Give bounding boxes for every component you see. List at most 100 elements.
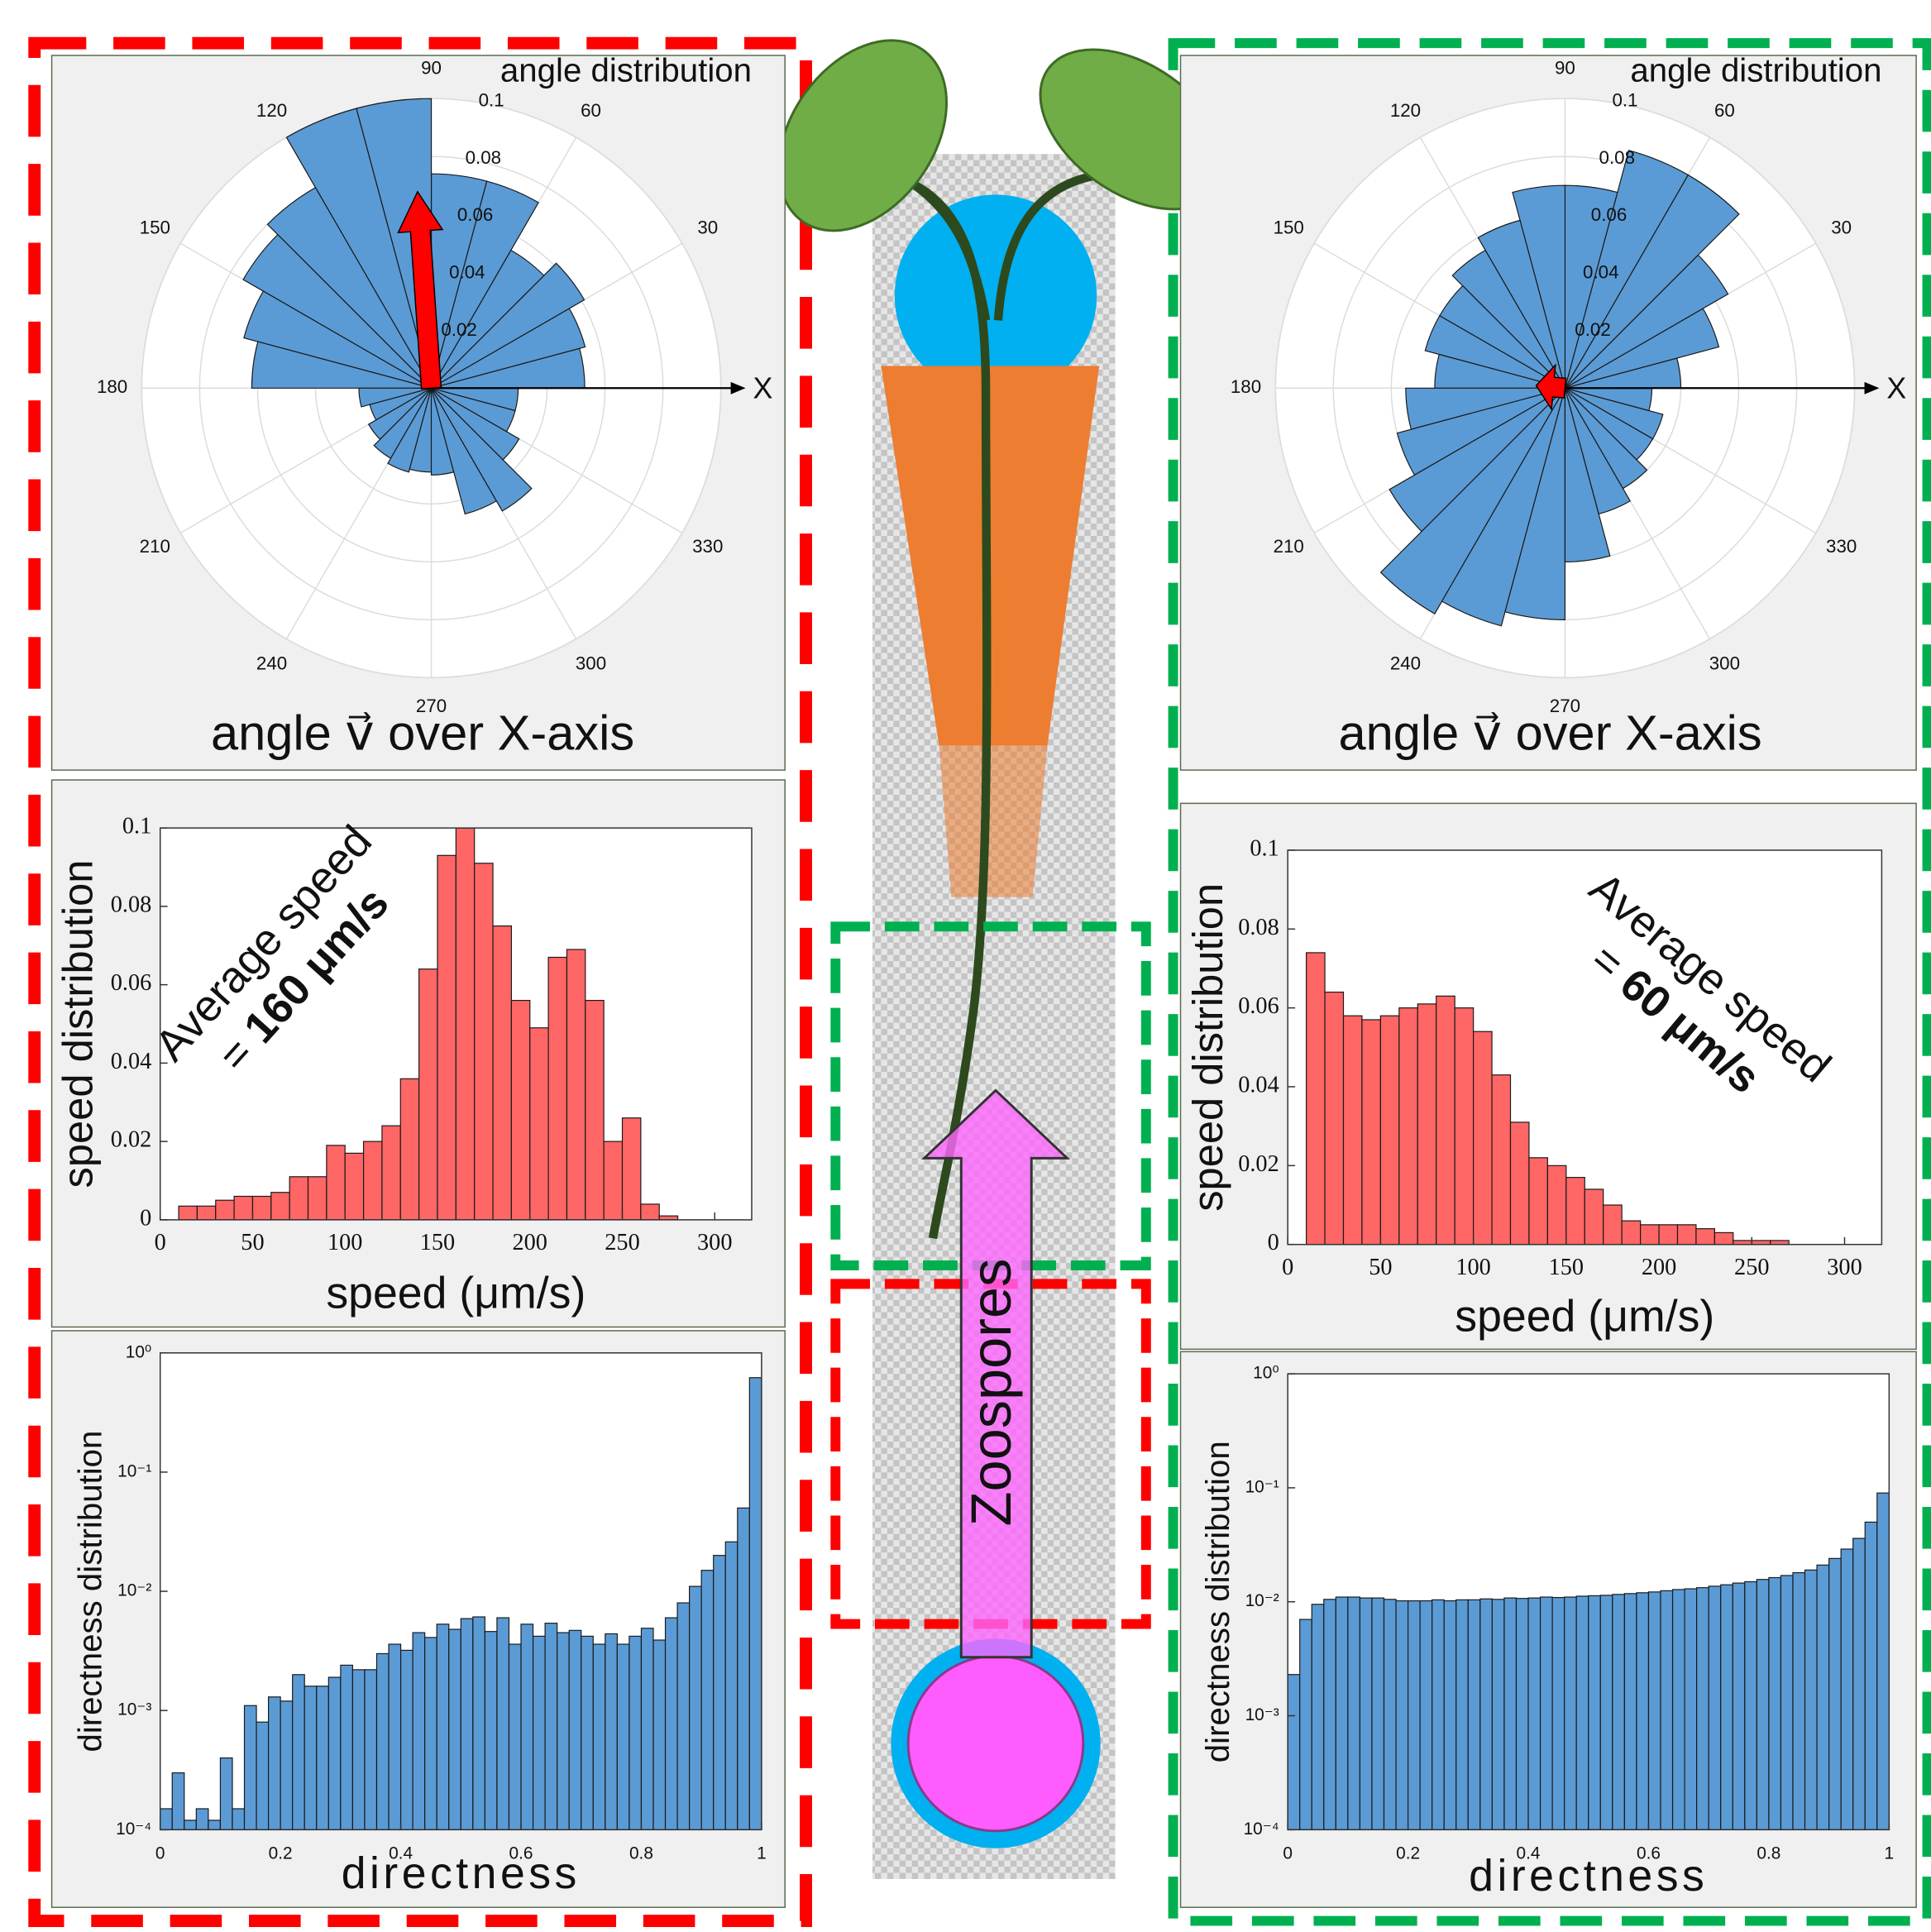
theta-tick-label: 60 [1714, 100, 1735, 121]
x-tick-label: 300 [697, 1230, 732, 1255]
bar [425, 1638, 437, 1829]
bar [1641, 1225, 1659, 1245]
y-axis-title: directness distribution [71, 1431, 108, 1753]
bar [1604, 1205, 1622, 1245]
theta-tick-label: 240 [256, 653, 287, 673]
bar [304, 1686, 317, 1830]
bar [677, 1603, 690, 1829]
bar [1362, 1020, 1380, 1245]
bar [1678, 1225, 1696, 1245]
bar [1622, 1221, 1640, 1245]
theta-tick-label: 180 [97, 376, 127, 397]
chart-title: angle distribution [1630, 52, 1881, 89]
bar [232, 1809, 245, 1829]
bar [1504, 1598, 1517, 1829]
x-tick-label: 0.2 [269, 1844, 293, 1863]
r-tick-label: 0.06 [1591, 204, 1627, 225]
bar [1408, 1601, 1421, 1830]
bar [345, 1153, 363, 1220]
bar [1348, 1597, 1360, 1829]
r-tick-label: 0.04 [1583, 262, 1618, 283]
bar [1817, 1565, 1829, 1829]
bar [1565, 1597, 1577, 1829]
bar [545, 1624, 557, 1830]
theta-tick-label: 120 [256, 100, 287, 121]
y-tick-label: 10⁰ [126, 1342, 152, 1361]
bar [1547, 1165, 1565, 1244]
bar [364, 1141, 382, 1220]
theta-tick-label: 60 [581, 100, 601, 121]
axis-label: X [753, 372, 772, 405]
bar [1648, 1592, 1661, 1830]
bar [1307, 953, 1325, 1245]
bar [475, 863, 493, 1220]
bar [1511, 1122, 1529, 1245]
x-tick-label: 0 [1283, 1844, 1293, 1863]
bar [1661, 1590, 1673, 1829]
bar [521, 1624, 533, 1830]
r-tick-label: 0.08 [466, 147, 501, 168]
bar [690, 1586, 702, 1829]
bar [1673, 1590, 1685, 1829]
plant-diagram: Zoospores [744, 9, 1256, 1879]
bar [749, 1378, 762, 1830]
bar [725, 1542, 738, 1829]
y-tick-label: 10⁰ [1253, 1364, 1279, 1383]
bar [1492, 1075, 1510, 1245]
bar [389, 1644, 401, 1829]
y-tick-label: 10⁻⁴ [116, 1820, 151, 1839]
diagram-label: Zoospores [959, 1259, 1023, 1527]
y-tick-label: 0.02 [111, 1127, 152, 1153]
y-tick-label: 10⁻¹ [1245, 1477, 1279, 1496]
bar [581, 1636, 594, 1829]
theta-tick-label: 90 [421, 57, 442, 78]
bar [497, 1618, 509, 1829]
y-axis-title: speed distribution [55, 860, 102, 1188]
bar [1468, 1600, 1480, 1829]
bar [1576, 1596, 1589, 1829]
bar [1372, 1598, 1384, 1829]
y-tick-label: 0.02 [1238, 1151, 1279, 1177]
r-tick-label: 0.1 [1612, 89, 1637, 110]
bar [1877, 1493, 1890, 1829]
theta-tick-label: 240 [1390, 653, 1421, 673]
bar [1589, 1595, 1601, 1829]
x-axis-title: speed (μm/s) [326, 1268, 586, 1317]
bar [1384, 1600, 1397, 1830]
bar [1780, 1576, 1793, 1829]
bar [566, 949, 585, 1220]
theta-tick-label: 210 [1274, 536, 1304, 557]
r-tick-label: 0.02 [441, 319, 476, 340]
bar [196, 1809, 208, 1829]
bar [1721, 1585, 1733, 1829]
y-tick-label: 0.04 [1238, 1073, 1279, 1098]
bar [1529, 1158, 1547, 1245]
bar [1456, 1600, 1469, 1829]
bar [271, 1193, 289, 1220]
y-tick-label: 0.08 [111, 892, 152, 917]
root-tip-zone [939, 745, 1047, 897]
bar [641, 1204, 659, 1220]
bar [352, 1670, 365, 1829]
bar [701, 1571, 714, 1830]
chart-title: angle distribution [500, 52, 752, 89]
bar [1516, 1599, 1528, 1830]
x-tick-label: 0 [1282, 1255, 1293, 1280]
bar [382, 1126, 400, 1220]
y-tick-label: 10⁻² [117, 1581, 151, 1600]
bar [1343, 1016, 1361, 1245]
bar [327, 1145, 345, 1220]
bar [1659, 1225, 1677, 1245]
x-tick-label: 250 [1734, 1255, 1769, 1280]
zoospore-source [908, 1656, 1083, 1831]
bar [1853, 1538, 1866, 1829]
bar [1805, 1570, 1818, 1829]
bar [641, 1628, 653, 1830]
bar [473, 1617, 485, 1829]
bar [557, 1633, 570, 1829]
bar [1566, 1178, 1584, 1245]
bar [604, 1141, 622, 1220]
y-tick-label: 0.06 [111, 970, 152, 996]
bar [461, 1619, 473, 1829]
x-tick-label: 250 [605, 1230, 639, 1255]
